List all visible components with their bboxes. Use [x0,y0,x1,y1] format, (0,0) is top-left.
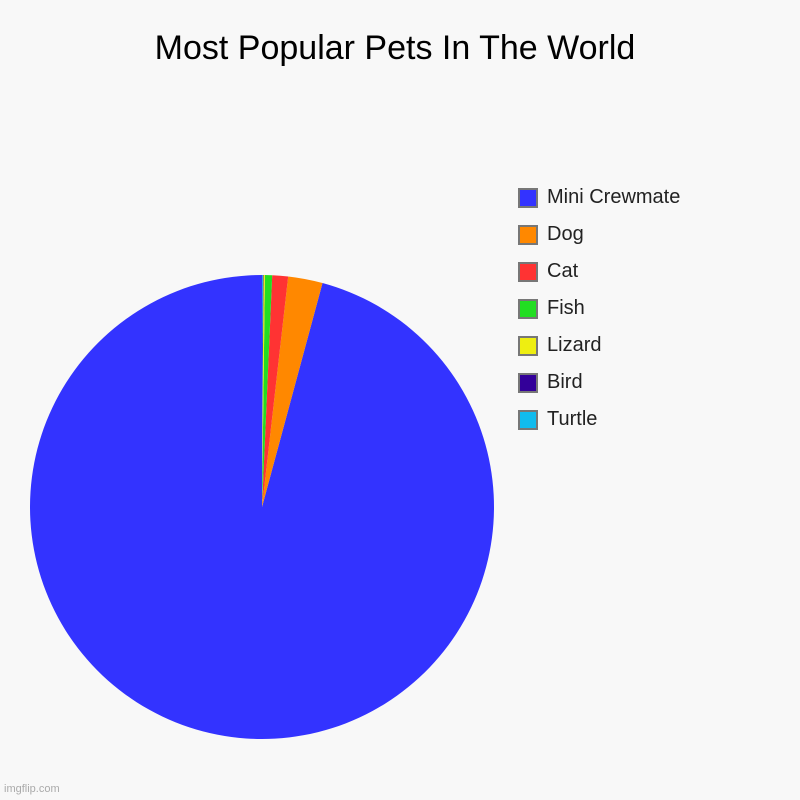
pie-slice-fish [262,275,273,507]
pie-slice-cat [262,275,289,507]
pie-slice-lizard [262,275,265,507]
legend-swatch [518,298,538,319]
legend-label: Cat [547,260,579,282]
legend-item-bird: Bird [518,364,680,401]
legend-label: Turtle [547,408,598,430]
watermark: imgflip.com [4,783,60,795]
legend-item-lizard: Lizard [518,327,680,364]
legend-label: Dog [547,223,584,245]
legend-swatch [518,224,538,245]
legend-item-dog: Dog [518,216,680,253]
legend-swatch [518,409,538,430]
legend-item-fish: Fish [518,290,680,327]
legend-item-mini-crewmate: Mini Crewmate [518,179,680,216]
pie-slice-mini-crewmate [29,275,495,739]
chart-legend: Mini Crewmate Dog Cat Fish Lizard Bird Turtle [518,179,680,438]
pie-slice-dog [262,276,323,507]
pie-slice-turtle [262,275,263,507]
legend-label: Lizard [547,334,602,356]
legend-label: Bird [547,371,583,393]
chart-title: Most Popular Pets In The World [154,29,636,67]
legend-swatch [518,261,538,282]
legend-swatch [518,372,538,393]
pie-slice-bird [262,275,264,507]
legend-swatch [518,187,538,208]
legend-label: Fish [547,297,585,319]
legend-item-cat: Cat [518,253,680,290]
legend-label: Mini Crewmate [547,186,681,208]
legend-item-turtle: Turtle [518,401,680,438]
legend-swatch [518,335,538,356]
